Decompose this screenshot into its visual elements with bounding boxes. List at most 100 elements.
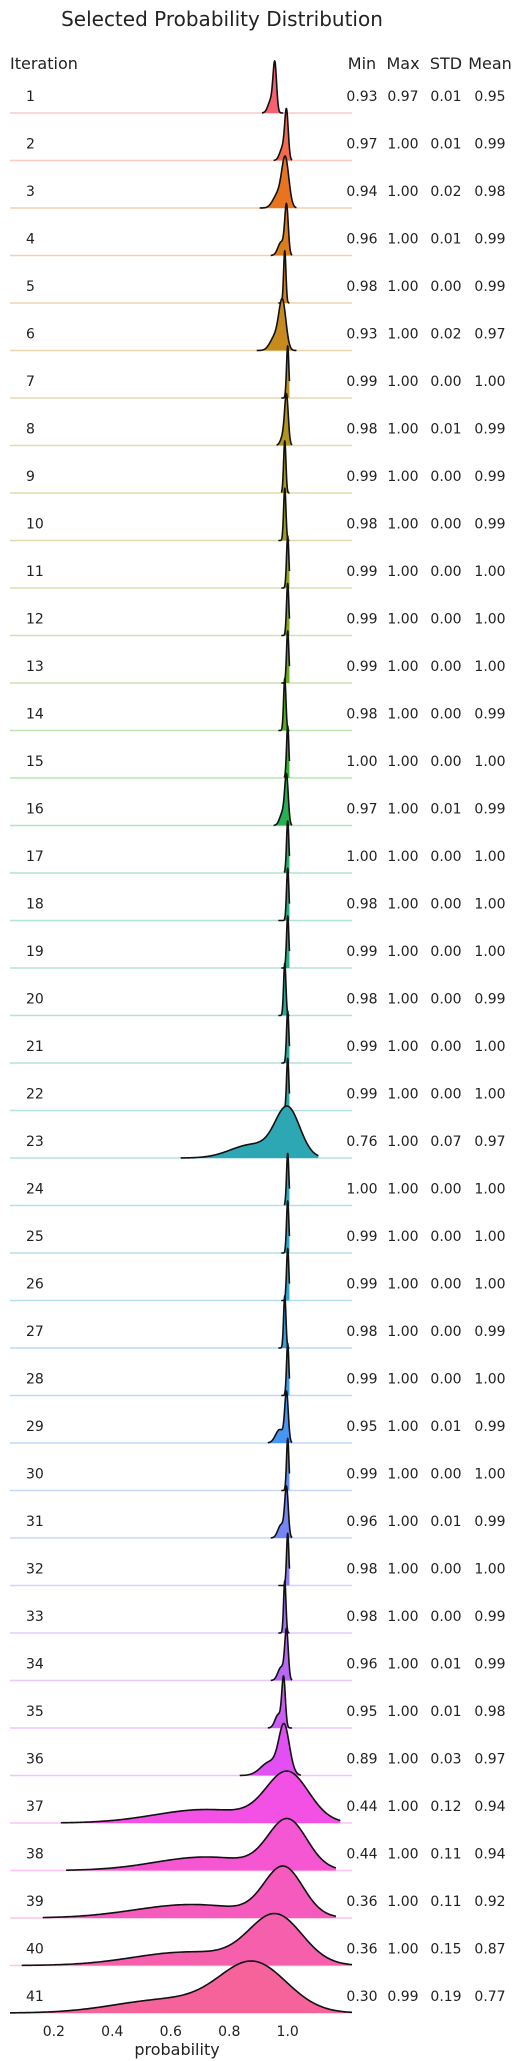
iteration-label: 12 — [26, 612, 44, 628]
stat-max-value: 0.99 — [387, 1989, 418, 2005]
stat-max-value: 1.00 — [387, 1752, 418, 1768]
iteration-label: 4 — [26, 232, 35, 248]
stat-mean-value: 0.99 — [474, 469, 505, 485]
stat-max-value: 1.00 — [387, 612, 418, 628]
stat-min-value: 0.99 — [346, 1372, 377, 1388]
stat-mean-value: 0.99 — [474, 279, 505, 295]
stat-min-value: 0.98 — [346, 1609, 377, 1625]
stat-std-value: 0.01 — [430, 89, 461, 105]
iteration-label: 36 — [26, 1752, 44, 1768]
stat-min-value: 0.99 — [346, 1467, 377, 1483]
stat-mean-value: 0.99 — [474, 1514, 505, 1530]
ridge-row: 26 0.99 1.00 0.00 1.00 — [10, 1249, 506, 1301]
iteration-label: 27 — [26, 1324, 44, 1340]
stat-mean-value: 1.00 — [474, 1039, 505, 1055]
stat-mean-value: 0.77 — [474, 1989, 505, 2005]
stat-mean-value: 1.00 — [474, 1229, 505, 1245]
stat-max-value: 1.00 — [387, 1229, 418, 1245]
stat-max-value: 1.00 — [387, 849, 418, 865]
iteration-label: 11 — [26, 564, 44, 580]
stat-mean-value: 0.98 — [474, 184, 505, 200]
stat-max-value: 1.00 — [387, 802, 418, 818]
ridge-row: 2 0.97 1.00 0.01 0.99 — [10, 109, 506, 161]
stat-min-value: 0.99 — [346, 469, 377, 485]
stat-min-value: 1.00 — [346, 849, 377, 865]
stat-mean-value: 0.99 — [474, 1324, 505, 1340]
stat-std-value: 0.01 — [430, 1419, 461, 1435]
stat-max-value: 1.00 — [387, 374, 418, 390]
stat-std-value: 0.19 — [430, 1989, 461, 2005]
stat-min-value: 0.99 — [346, 612, 377, 628]
stat-max-value: 1.00 — [387, 1704, 418, 1720]
stat-mean-value: 1.00 — [474, 612, 505, 628]
ridge-density-fill — [260, 156, 297, 208]
stat-mean-value: 0.95 — [474, 89, 505, 105]
ridge-row: 20 0.98 1.00 0.00 0.99 — [10, 964, 506, 1016]
ridge-row: 7 0.99 1.00 0.00 1.00 — [10, 346, 506, 398]
stat-max-value: 1.00 — [387, 707, 418, 723]
stat-std-value: 0.01 — [430, 422, 461, 438]
stat-std-value: 0.02 — [430, 184, 461, 200]
stat-max-value: 1.00 — [387, 1182, 418, 1198]
chart-title: Selected Probability Distribution — [61, 7, 383, 31]
ridge-row: 6 0.93 1.00 0.02 0.97 — [10, 299, 506, 351]
ridge-row: 19 0.99 1.00 0.00 1.00 — [10, 916, 506, 968]
stat-min-value: 0.95 — [346, 1704, 377, 1720]
stat-std-value: 0.00 — [430, 1087, 461, 1103]
stat-std-value: 0.00 — [430, 1039, 461, 1055]
ridge-row: 25 0.99 1.00 0.00 1.00 — [10, 1201, 506, 1253]
ridge-row: 3 0.94 1.00 0.02 0.98 — [10, 156, 506, 208]
stat-std-value: 0.00 — [430, 279, 461, 295]
stat-std-value: 0.01 — [430, 802, 461, 818]
stat-mean-value: 1.00 — [474, 849, 505, 865]
stat-mean-value: 1.00 — [474, 564, 505, 580]
stat-max-value: 1.00 — [387, 1657, 418, 1673]
stat-std-value: 0.00 — [430, 849, 461, 865]
stat-min-value: 0.76 — [346, 1134, 377, 1150]
ridge-row: 12 0.99 1.00 0.00 1.00 — [10, 584, 506, 636]
stat-max-value: 1.00 — [387, 944, 418, 960]
stat-max-value: 1.00 — [387, 232, 418, 248]
stat-max-value: 1.00 — [387, 327, 418, 343]
ridge-row: 34 0.96 1.00 0.01 0.99 — [10, 1629, 506, 1681]
stat-min-value: 0.44 — [346, 1799, 377, 1815]
iteration-label: 35 — [26, 1704, 44, 1720]
ridge-row: 23 0.76 1.00 0.07 0.97 — [10, 1106, 506, 1158]
stat-header-min: Min — [348, 54, 376, 73]
stat-mean-value: 0.94 — [474, 1847, 505, 1863]
ridge-row: 30 0.99 1.00 0.00 1.00 — [10, 1439, 506, 1491]
stat-min-value: 0.98 — [346, 897, 377, 913]
ridge-row: 15 1.00 1.00 0.00 1.00 — [10, 726, 506, 778]
iteration-label: 37 — [26, 1799, 44, 1815]
iteration-label: 29 — [26, 1419, 44, 1435]
stat-std-value: 0.01 — [430, 1657, 461, 1673]
iteration-label: 40 — [26, 1942, 44, 1958]
stat-std-value: 0.01 — [430, 1514, 461, 1530]
stat-max-value: 1.00 — [387, 1942, 418, 1958]
ridge-row: 21 0.99 1.00 0.00 1.00 — [10, 1011, 506, 1063]
iteration-label: 34 — [26, 1657, 44, 1673]
x-tick-label: 0.2 — [43, 2024, 65, 2040]
x-axis-label: probability — [134, 2040, 219, 2059]
stat-std-value: 0.00 — [430, 1609, 461, 1625]
stat-min-value: 0.98 — [346, 992, 377, 1008]
x-tick-label: 0.8 — [218, 2024, 240, 2040]
stat-std-value: 0.00 — [430, 564, 461, 580]
stat-max-value: 1.00 — [387, 1514, 418, 1530]
stat-max-value: 1.00 — [387, 137, 418, 153]
x-tick-label: 1.0 — [277, 2024, 299, 2040]
stat-max-value: 1.00 — [387, 469, 418, 485]
ridge-row: 9 0.99 1.00 0.00 0.99 — [10, 441, 506, 493]
ridge-row: 4 0.96 1.00 0.01 0.99 — [10, 204, 506, 256]
stat-std-value: 0.00 — [430, 707, 461, 723]
stat-std-value: 0.00 — [430, 517, 461, 533]
stat-mean-value: 0.97 — [474, 1134, 505, 1150]
stat-std-value: 0.00 — [430, 1277, 461, 1293]
stat-max-value: 1.00 — [387, 1609, 418, 1625]
stat-max-value: 1.00 — [387, 1847, 418, 1863]
iteration-label: 6 — [26, 327, 35, 343]
stat-min-value: 1.00 — [346, 1182, 377, 1198]
stat-std-value: 0.15 — [430, 1942, 461, 1958]
iteration-label: 23 — [26, 1134, 44, 1150]
ridge-row: 37 0.44 1.00 0.12 0.94 — [10, 1771, 506, 1823]
